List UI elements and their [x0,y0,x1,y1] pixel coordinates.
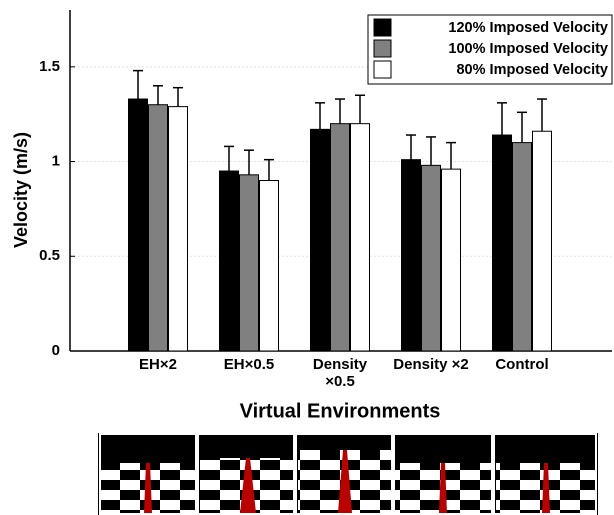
bar [513,143,532,351]
bar [442,169,461,351]
bar [311,129,330,351]
bar [331,124,350,351]
legend-label: 80% Imposed Velocity [456,62,608,78]
legend-swatch [374,19,391,36]
x-tick-label: Density ×2 [391,356,471,373]
y-tick-label: 1.5 [39,58,60,75]
legend-label: 100% Imposed Velocity [448,41,608,57]
bar [402,160,421,351]
y-tick-label: 0.5 [39,247,60,264]
bar [149,105,168,351]
legend-swatch [374,61,391,78]
environment-thumbnails [98,433,598,515]
bar [422,165,441,351]
x-tick-label: Control [482,356,562,373]
bar [129,99,148,351]
x-tick-label: EH×0.5 [209,356,289,373]
x-axis-title: Virtual Environments [240,400,441,422]
x-tick-label: EH×2 [118,356,198,373]
environment-images [0,430,614,515]
x-tick-label: Density ×0.5 [300,356,380,390]
bar [220,171,239,351]
page: Velocity (m/s) Virtual Environments 0 0.5… [0,0,614,515]
y-tick-label: 0 [52,342,60,359]
bar [169,107,188,351]
bar [493,135,512,351]
bar [533,131,552,351]
legend-swatch [374,40,391,57]
bar [351,124,370,351]
bar [260,181,279,352]
y-tick-label: 1 [52,153,60,170]
y-axis-title: Velocity (m/s) [11,132,31,248]
bar [240,175,259,351]
legend-label: 120% Imposed Velocity [448,20,608,36]
